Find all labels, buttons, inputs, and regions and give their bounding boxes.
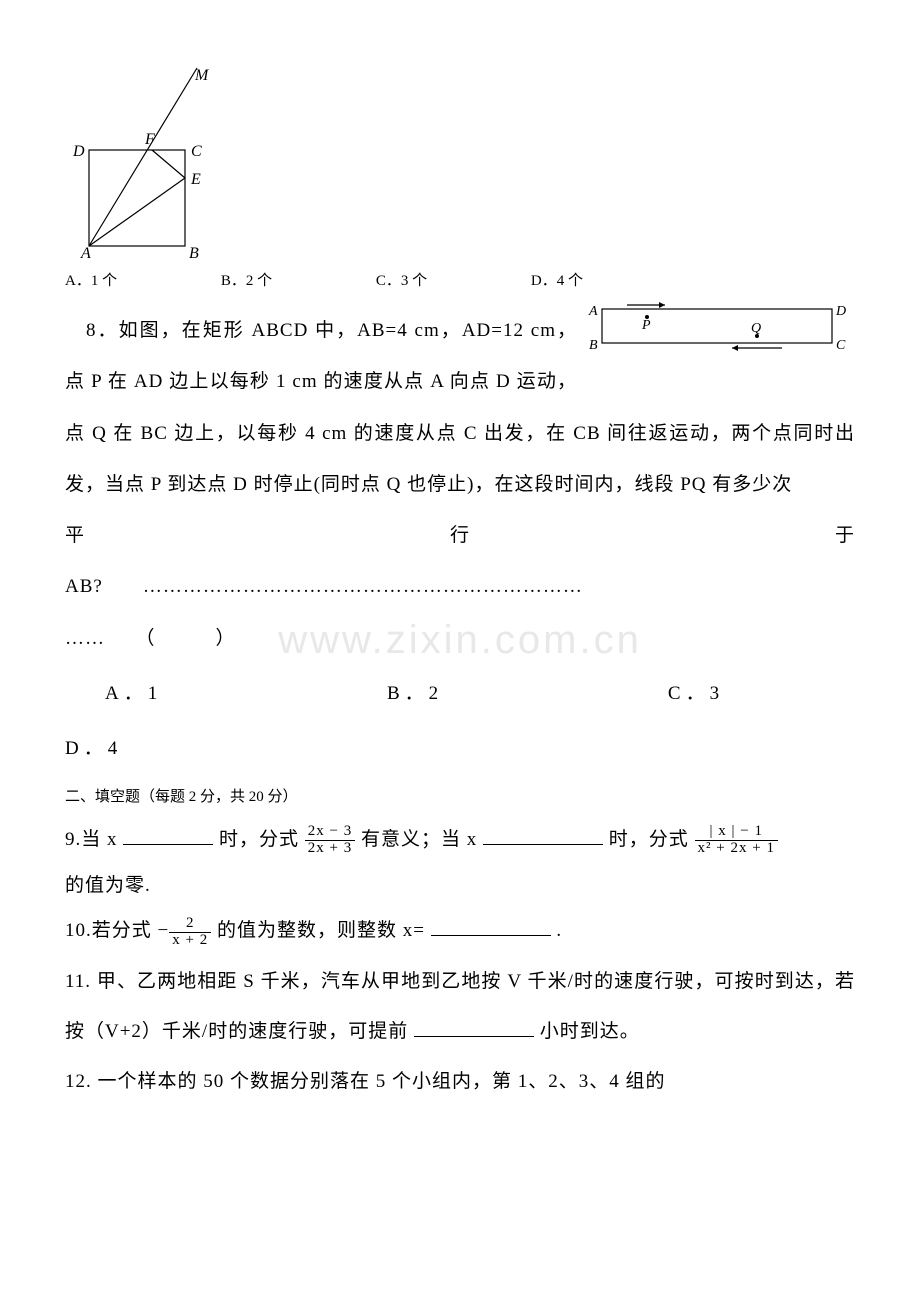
q7-diagram: A B C D E F M: [67, 60, 207, 260]
q7-options: A．1 个 B．2 个 C．3 个 D．4 个: [65, 268, 855, 295]
svg-text:F: F: [144, 131, 155, 148]
q9-frac2-den: x² + 2x + 1: [695, 841, 778, 857]
q9-mid3: 时，分式: [609, 829, 689, 850]
q9-frac2: | x | − 1 x² + 2x + 1: [695, 824, 778, 857]
q9-mid1: 时，分式: [219, 829, 299, 850]
q9: 9.当 x 时，分式 2x − 3 2x + 3 有意义；当 x 时，分式 | …: [65, 820, 855, 860]
q11-blank: [414, 1020, 534, 1037]
q9-frac1-num: 2x − 3: [305, 824, 355, 841]
q10-tail: .: [556, 920, 562, 941]
q9-blank1: [123, 828, 213, 845]
q10-pre: 10.若分式: [65, 920, 152, 941]
q9-blank2: [483, 828, 603, 845]
svg-text:D: D: [72, 143, 85, 160]
q7-opt-c: C．3 个: [376, 268, 427, 295]
q10-neg: −: [158, 920, 170, 941]
q7-opt-b: B．2 个: [221, 268, 272, 295]
svg-text:A: A: [588, 304, 598, 319]
svg-text:E: E: [190, 171, 201, 188]
q9-frac1: 2x − 3 2x + 3: [305, 824, 355, 857]
q10-blank: [431, 919, 551, 936]
q10-frac-num: 2: [169, 916, 211, 933]
q10-frac-den: x + 2: [169, 933, 211, 949]
svg-text:Q: Q: [751, 321, 761, 336]
q8-options: A．1 B．2 C．3: [65, 668, 855, 719]
q9-tail: 的值为零.: [65, 866, 855, 906]
q8-opt-d: D．4: [65, 723, 122, 774]
section2-heading: 二、填空题（每题 2 分，共 20 分）: [65, 785, 855, 806]
svg-text:A: A: [80, 245, 91, 260]
q8: A D B C P Q 8．如图，在矩形 ABCD 中，AB=4 cm，AD=1…: [65, 305, 855, 775]
q9-frac2-num: | x | − 1: [695, 824, 778, 841]
q9-frac1-den: 2x + 3: [305, 841, 355, 857]
q9-pre: 9.当 x: [65, 829, 118, 850]
svg-text:B: B: [189, 245, 199, 260]
q10-frac: 2 x + 2: [169, 916, 211, 949]
q8-ab: AB? …………………………………………………………: [65, 561, 855, 612]
q8-opt-a: A．1: [105, 668, 162, 719]
q8-diagram: A D B C P Q: [587, 299, 855, 359]
q11: 11. 甲、乙两地相距 S 千米，汽车从甲地到乙地按 V 千米/时的速度行驶，可…: [65, 957, 855, 1056]
q10-mid: 的值为整数，则整数 x=: [217, 920, 425, 941]
svg-text:D: D: [835, 304, 846, 319]
q12: 12. 一个样本的 50 个数据分别落在 5 个小组内，第 1、2、3、4 组的: [65, 1062, 855, 1102]
svg-text:B: B: [589, 338, 598, 353]
q8-opt-c: C．3: [668, 668, 724, 719]
svg-text:C: C: [836, 338, 846, 353]
q7-opt-d: D．4 个: [531, 268, 583, 295]
q7-opt-a: A．1 个: [65, 268, 117, 295]
q10: 10.若分式 − 2 x + 2 的值为整数，则整数 x= .: [65, 911, 855, 951]
q9-mid2: 有意义；当 x: [361, 829, 477, 850]
svg-text:P: P: [641, 318, 651, 333]
svg-text:M: M: [194, 67, 210, 84]
q8-tail: 平 行 于: [65, 510, 855, 561]
svg-text:C: C: [191, 143, 202, 160]
q8-dots: …… （ ）: [65, 613, 855, 664]
q8-opt-d-row: D．4: [65, 723, 855, 774]
q11-tail: 小时到达。: [540, 1021, 640, 1042]
q8-opt-b: B．2: [387, 668, 443, 719]
